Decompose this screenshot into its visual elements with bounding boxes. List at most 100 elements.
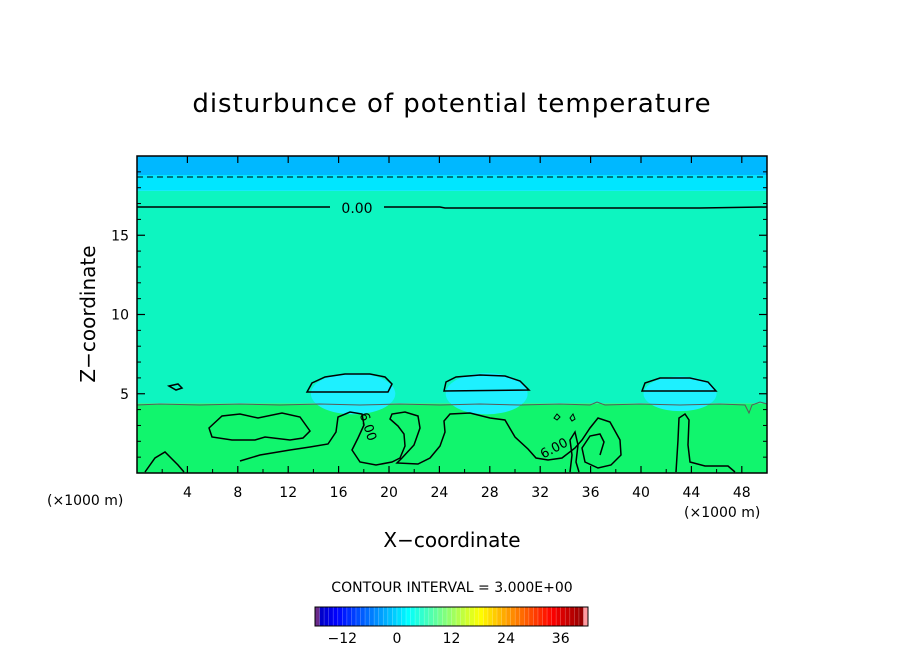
lower-contour-e	[553, 412, 576, 422]
colorbar-cell	[556, 607, 562, 626]
colorbar-cell	[506, 607, 512, 626]
colorbar-cell	[387, 607, 393, 626]
colorbar-cell	[451, 607, 457, 626]
colorbar-cell	[433, 607, 439, 626]
colorbar-cell	[510, 607, 516, 626]
x-tick-label: 28	[481, 485, 499, 501]
x-tick-label: 4	[183, 485, 192, 501]
x-tick-label: 44	[682, 485, 700, 501]
colorbar-cell	[392, 607, 398, 626]
layer-2	[137, 175, 767, 191]
colorbar-cell	[569, 607, 575, 626]
colorbar-cell	[328, 607, 334, 626]
x-tick-label: 20	[380, 485, 398, 501]
colorbar-cell	[374, 607, 380, 626]
contour-interval: CONTOUR INTERVAL = 3.000E+00	[331, 580, 572, 596]
x-tick-label: 16	[330, 485, 348, 501]
colorbar-cell	[415, 607, 421, 626]
chart-title: disturbunce of potential temperature	[192, 89, 711, 119]
colorbar-cell	[533, 607, 539, 626]
layer-1	[137, 190, 767, 404]
y-tick-label: 10	[111, 308, 129, 324]
lower-contour-a	[208, 412, 311, 441]
x-tick-label: 36	[582, 485, 600, 501]
colorbar-cell	[501, 607, 507, 626]
colorbar-tick-label: 12	[443, 631, 461, 647]
zero-contour	[137, 206, 767, 209]
colorbar-cell	[410, 607, 416, 626]
colorbar-cell	[537, 607, 543, 626]
colorbar-tick-label: −12	[328, 631, 358, 647]
colorbar-cell	[547, 607, 552, 626]
colorbar-tick-label: 24	[497, 631, 515, 647]
colorbar-cell	[333, 607, 339, 626]
colorbar-cell	[346, 607, 352, 626]
colorbar-cell	[524, 607, 530, 626]
contours	[137, 176, 767, 473]
colorbar-cell	[460, 607, 466, 626]
colorbar-tick-label: 0	[392, 631, 401, 647]
colorbar-cell	[465, 607, 471, 626]
x-tick-label: 24	[430, 485, 448, 501]
colorbar-tick-label: 36	[552, 631, 570, 647]
cell-contour-3	[640, 377, 718, 392]
colorbar-cell	[324, 607, 330, 626]
warm-cell-0	[310, 373, 396, 415]
lower-contour-d	[675, 412, 736, 473]
colorbar-cell	[469, 607, 475, 626]
lower-contour-f	[569, 430, 580, 473]
colorbar	[314, 606, 589, 627]
warm-cell-2	[643, 376, 717, 412]
colorbar-cell	[478, 607, 484, 626]
colorbar-cell	[515, 607, 521, 626]
boundary-contour	[137, 401, 767, 415]
colorbar-cell	[319, 607, 325, 626]
colorbar-ticks: −12 0 12 24 36	[328, 631, 570, 647]
lower-contour-c	[239, 411, 622, 469]
cell-contour-2	[443, 374, 531, 392]
colorbar-cell	[337, 607, 343, 626]
colorbar-cell	[342, 607, 348, 626]
x-tick-label: 40	[632, 485, 650, 501]
colorbar-cell	[542, 607, 548, 626]
colorbar-cell	[315, 607, 320, 626]
colorbar-cell	[383, 607, 389, 626]
colorbar-frame	[314, 606, 589, 627]
colorbar-cell	[355, 607, 361, 626]
colorbar-cell	[560, 607, 566, 626]
colorbar-cell	[492, 607, 498, 626]
colorbar-cell	[483, 607, 489, 626]
x-unit-left: (×1000 m)	[47, 493, 123, 509]
small-contour	[166, 383, 184, 391]
colorbar-cell	[578, 607, 584, 626]
contour-label-zero: 0.00	[341, 201, 372, 217]
layer-3	[137, 156, 767, 176]
y-tick-label: 15	[111, 228, 129, 244]
zero-label-bg	[330, 199, 384, 215]
colorbar-cell	[442, 607, 448, 626]
colorbar-cell	[378, 607, 384, 626]
y-tick-label: 5	[120, 387, 129, 403]
colorbar-cell	[487, 607, 493, 626]
colorbar-cell	[583, 607, 589, 626]
colorbar-cell	[396, 607, 402, 626]
plot-area: 0.00 6.00 6.00 4 8 12 16 20 24 28 32 36 40 44 48510…	[111, 155, 768, 501]
colorbar-cell	[456, 607, 461, 626]
x-axis-label: X−coordinate	[383, 528, 520, 552]
colorbar-cell	[369, 607, 375, 626]
x-unit-right: (×1000 m)	[684, 505, 760, 521]
x-tick-label: 32	[531, 485, 549, 501]
colorbar-cell	[437, 607, 443, 626]
colorbar-cell	[551, 607, 557, 626]
colorbar-cell	[351, 607, 357, 626]
color-layers	[137, 156, 767, 473]
x-tick-label: 48	[733, 485, 751, 501]
colorbar-cell	[365, 607, 370, 626]
colorbar-cell	[406, 607, 411, 626]
colorbar-cell	[401, 607, 407, 626]
colorbar-cell	[519, 607, 525, 626]
colorbar-cell	[428, 607, 434, 626]
colorbar-cell	[497, 607, 502, 626]
